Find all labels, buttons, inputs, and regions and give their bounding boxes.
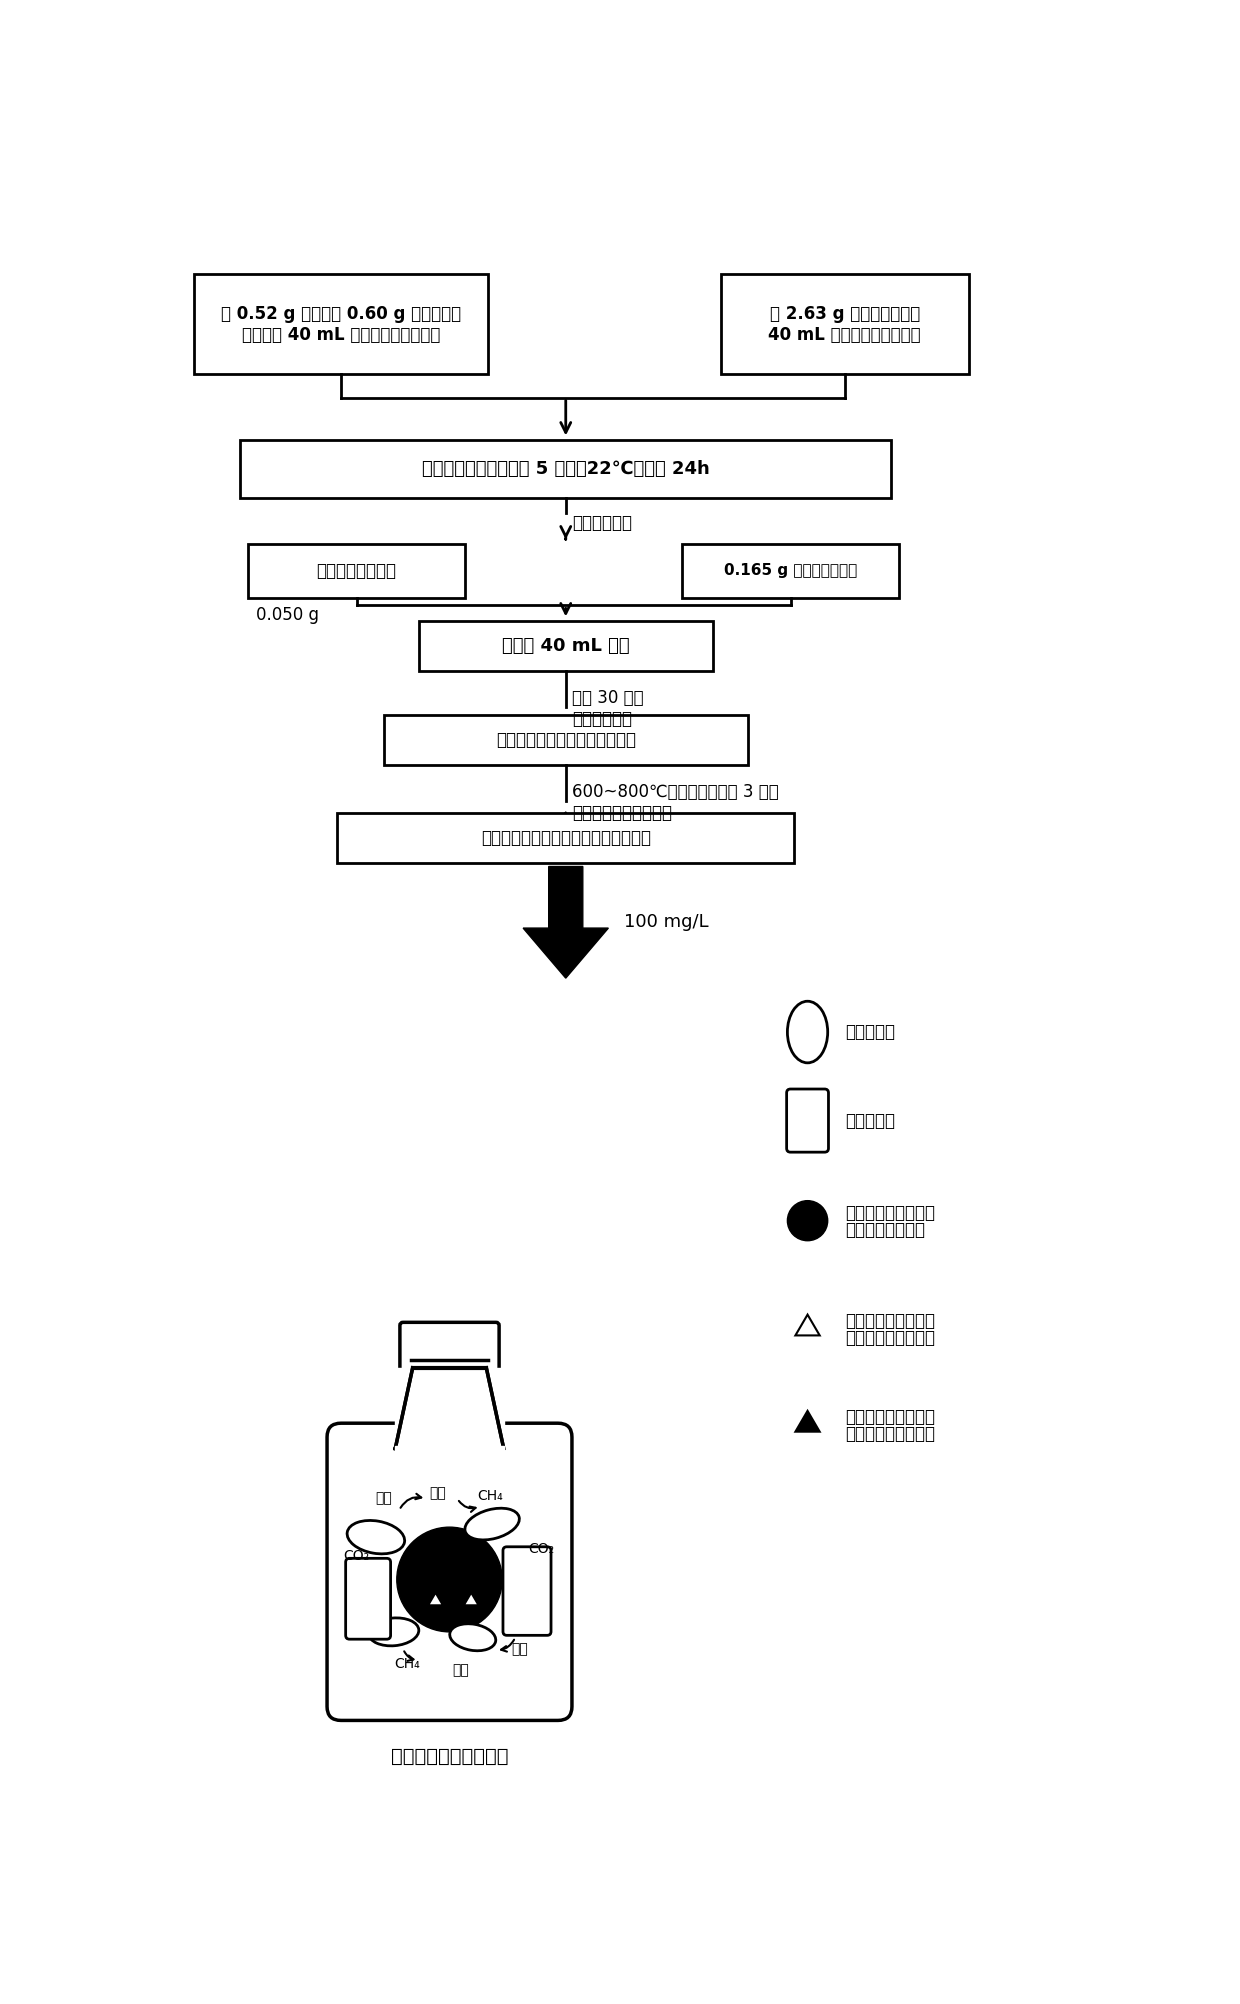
Polygon shape [523,866,609,978]
Text: 蛋壳结构的钴镍沸石咪唑酯骨架: 蛋壳结构的钴镍沸石咪唑酯骨架 [496,731,636,749]
Text: 充当电子穿梭体的胞: 充当电子穿梭体的胞 [844,1409,935,1427]
Text: 离心清洗干燥: 离心清洗干燥 [572,515,632,533]
Text: e⁻: e⁻ [446,1579,460,1591]
Polygon shape [396,1369,503,1449]
Text: CH₄: CH₄ [477,1489,502,1503]
Text: 离心清洗干燥: 离心清洗干燥 [572,709,632,727]
Ellipse shape [450,1623,496,1651]
Text: 0.165 g 六水合二氯化镍: 0.165 g 六水合二氯化镍 [724,563,857,579]
Text: CO₂: CO₂ [528,1541,554,1555]
Ellipse shape [465,1509,520,1539]
FancyBboxPatch shape [503,1547,551,1635]
Circle shape [397,1527,502,1631]
Text: 将 2.63 g 二甲基咪唑加入
40 mL 甲醇搅拌至完全溶解: 将 2.63 g 二甲基咪唑加入 40 mL 甲醇搅拌至完全溶解 [769,305,921,345]
Text: 将 0.52 g 氯化钴和 0.60 g 聚乙烯吡咯
烷酮加入 40 mL 甲醇搅拌至完全溶解: 将 0.52 g 氯化钴和 0.60 g 聚乙烯吡咯 烷酮加入 40 mL 甲醇… [221,305,461,345]
Bar [248,543,465,597]
Text: 两种溶液混合剧烈搅拌 5 分钟，22℃下静置 24h: 两种溶液混合剧烈搅拌 5 分钟，22℃下静置 24h [422,459,709,477]
Polygon shape [428,1593,443,1605]
Text: 外聚合物（氧化态）: 外聚合物（氧化态） [844,1425,935,1443]
Text: 钴镍沸石咪唑酯骨架衍生的多孔碳微球: 钴镍沸石咪唑酯骨架衍生的多孔碳微球 [481,828,651,846]
Polygon shape [795,1411,820,1431]
Polygon shape [418,1559,432,1573]
FancyBboxPatch shape [346,1559,391,1639]
Text: 钴镍沸石咪唑酯骨架: 钴镍沸石咪唑酯骨架 [844,1204,935,1222]
Text: 外聚合物（还原态）: 外聚合物（还原态） [844,1329,935,1347]
Bar [383,715,748,766]
Polygon shape [449,1559,463,1573]
Polygon shape [396,1447,503,1451]
Bar [682,543,899,597]
Polygon shape [464,1593,479,1605]
Text: 乙醇: 乙醇 [429,1487,446,1501]
Bar [419,621,713,671]
Text: 600~800℃氮气条件下炭化 3 小时: 600~800℃氮气条件下炭化 3 小时 [572,784,779,802]
Text: 产甲烷厌氧发酵反应器: 产甲烷厌氧发酵反应器 [391,1747,508,1766]
Text: 分散于 40 mL 乙醇: 分散于 40 mL 乙醇 [502,637,630,655]
Ellipse shape [368,1617,419,1645]
Text: 100 mg/L: 100 mg/L [624,914,708,932]
Polygon shape [396,1369,503,1449]
Text: CO₂: CO₂ [343,1549,370,1563]
Ellipse shape [347,1521,404,1553]
Text: 钴沸石咪唑酯骨架: 钴沸石咪唑酯骨架 [316,561,397,579]
Bar [193,275,489,375]
Text: 产甲烷古菌: 产甲烷古菌 [844,1112,895,1130]
Polygon shape [795,1315,820,1335]
Text: 搅拌 30 分钟: 搅拌 30 分钟 [572,689,644,707]
Text: 乙酸: 乙酸 [453,1663,470,1677]
FancyBboxPatch shape [786,1088,828,1152]
Text: 产乙酸细菌: 产乙酸细菌 [844,1022,895,1040]
Text: 充当电子穿梭体的胞: 充当电子穿梭体的胞 [844,1313,935,1331]
Circle shape [787,1200,828,1240]
Text: 氢氟酸清洗，真空干燥: 氢氟酸清洗，真空干燥 [572,804,672,822]
Text: 乙醇: 乙醇 [511,1641,528,1655]
Bar [720,275,968,375]
Text: 0.050 g: 0.050 g [255,605,319,623]
FancyBboxPatch shape [399,1323,498,1371]
Text: 乙酸: 乙酸 [376,1491,392,1505]
Bar [241,441,892,497]
Text: 衍生的多孔碳微球: 衍生的多孔碳微球 [844,1220,925,1238]
Bar [337,812,795,862]
FancyBboxPatch shape [327,1423,572,1719]
Ellipse shape [787,1002,828,1062]
Text: CH₄: CH₄ [394,1657,420,1671]
